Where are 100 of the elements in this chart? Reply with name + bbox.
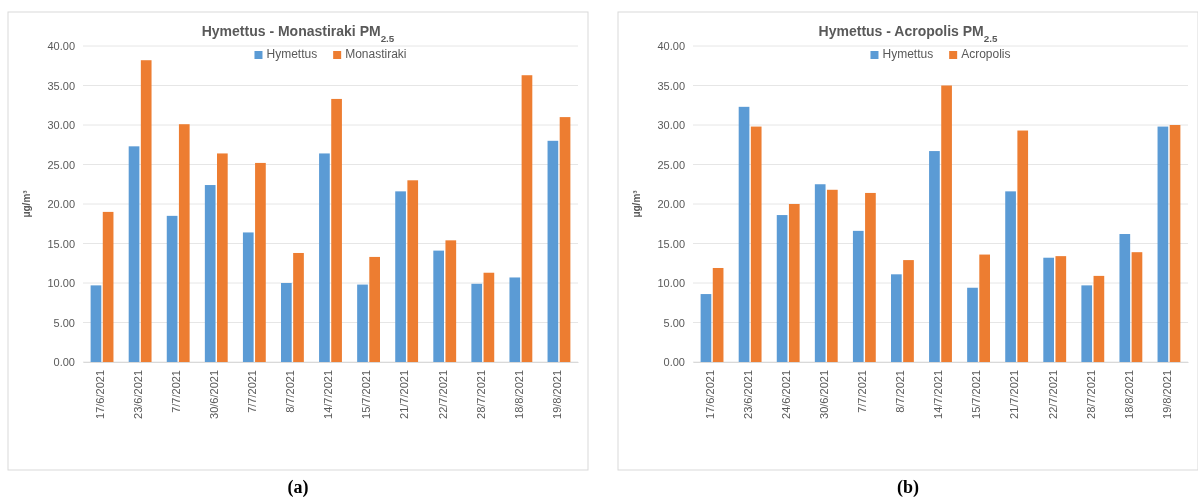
bar — [140, 60, 152, 362]
x-tick-label: 18/8/2021 — [1122, 370, 1135, 419]
bar — [559, 117, 571, 362]
x-tick-label: 21/7/2021 — [1008, 370, 1021, 419]
bar — [750, 126, 762, 362]
y-tick-label: 35.00 — [47, 79, 75, 92]
bar — [369, 256, 380, 362]
bar — [1131, 252, 1143, 362]
bar — [483, 272, 495, 362]
bar — [90, 285, 102, 362]
y-tick-label: 40.00 — [47, 40, 75, 53]
bar — [521, 75, 533, 362]
bar — [509, 277, 521, 362]
bar — [1005, 191, 1016, 362]
chart-title: Hymettus - Monastiraki PM$_{2.5}$ — [201, 23, 395, 44]
y-tick-label: 20.00 — [47, 198, 75, 211]
bar — [471, 283, 483, 362]
x-tick-label: 7/7/2021 — [170, 370, 182, 413]
bar — [293, 252, 304, 362]
bar — [941, 85, 952, 362]
bar — [395, 191, 406, 362]
bar — [712, 267, 724, 362]
legend-label: Hymettus — [882, 47, 934, 61]
bar — [903, 260, 914, 362]
bar — [776, 215, 788, 362]
x-tick-label: 28/7/2021 — [1084, 370, 1097, 419]
y-tick-label: 25.00 — [47, 158, 75, 171]
x-tick-label: 19/8/2021 — [550, 370, 563, 419]
bar — [178, 124, 190, 362]
y-tick-label: 0.00 — [663, 356, 685, 369]
y-tick-label: 30.00 — [657, 119, 685, 132]
bar — [979, 254, 990, 362]
bar — [814, 184, 826, 362]
bar — [407, 180, 419, 362]
y-tick-label: 15.00 — [47, 237, 75, 250]
x-tick-label: 7/7/2021 — [246, 370, 259, 413]
y-axis-title: μg/m³ — [21, 189, 32, 218]
x-tick-label: 8/7/2021 — [284, 370, 297, 413]
legend-label: Acropolis — [961, 47, 1011, 61]
x-tick-label: 15/7/2021 — [360, 370, 373, 419]
bar — [433, 250, 444, 362]
bar — [738, 106, 750, 362]
bar — [1119, 234, 1131, 362]
x-tick-label: 15/7/2021 — [970, 370, 983, 419]
legend-label: Hymettus — [266, 47, 318, 61]
bar — [865, 192, 876, 362]
y-tick-label: 10.00 — [47, 277, 75, 290]
bar — [891, 274, 902, 362]
bar — [1017, 130, 1029, 362]
y-tick-label: 15.00 — [657, 237, 685, 250]
x-tick-label: 28/7/2021 — [474, 370, 487, 419]
bar — [217, 153, 228, 362]
bar — [331, 98, 342, 362]
x-tick-label: 7/7/2021 — [856, 370, 869, 413]
y-tick-label: 35.00 — [657, 79, 685, 92]
bar — [1169, 125, 1181, 362]
bar — [128, 146, 140, 362]
x-tick-label: 22/7/2021 — [436, 370, 449, 419]
bar — [700, 294, 712, 362]
x-tick-label: 18/8/2021 — [512, 370, 525, 419]
y-tick-label: 10.00 — [657, 277, 685, 290]
bar — [1081, 285, 1093, 362]
y-tick-label: 5.00 — [663, 316, 685, 329]
x-tick-label: 17/6/2021 — [703, 370, 716, 419]
bar — [242, 232, 254, 362]
text: (b) — [897, 477, 919, 498]
y-tick-label: 20.00 — [657, 198, 685, 211]
bar — [967, 287, 978, 362]
y-axis-title: μg/m³ — [631, 189, 642, 218]
y-tick-label: 30.00 — [47, 119, 75, 132]
bar — [1055, 256, 1067, 362]
x-tick-label: 24/6/2021 — [780, 370, 792, 419]
bar — [255, 162, 266, 362]
x-tick-label: 8/7/2021 — [894, 370, 907, 413]
x-tick-label: 30/6/2021 — [818, 370, 831, 419]
bar — [166, 215, 178, 362]
x-tick-label: 17/6/2021 — [93, 370, 106, 419]
bar — [281, 283, 292, 362]
chart-title: Hymettus - Acropolis PM$_{2.5}$ — [818, 23, 998, 44]
x-tick-label: 14/7/2021 — [932, 370, 945, 419]
bar — [547, 140, 559, 362]
bar — [445, 240, 457, 362]
bar — [319, 153, 330, 362]
bar — [204, 185, 216, 362]
bar — [852, 230, 864, 362]
bar — [1043, 257, 1054, 362]
y-tick-label: 40.00 — [657, 40, 685, 53]
x-tick-label: 22/7/2021 — [1046, 370, 1059, 419]
x-tick-label: 14/7/2021 — [322, 370, 335, 419]
bar — [357, 284, 368, 362]
text: (a) — [287, 477, 309, 498]
bar — [788, 204, 800, 362]
bar — [1093, 275, 1105, 362]
x-tick-label: 23/6/2021 — [741, 370, 754, 419]
x-tick-label: 30/6/2021 — [208, 370, 221, 419]
y-tick-label: 5.00 — [53, 316, 75, 329]
bar — [929, 151, 940, 362]
x-tick-label: 21/7/2021 — [398, 370, 411, 419]
y-tick-label: 25.00 — [657, 158, 685, 171]
bar — [1157, 126, 1169, 362]
